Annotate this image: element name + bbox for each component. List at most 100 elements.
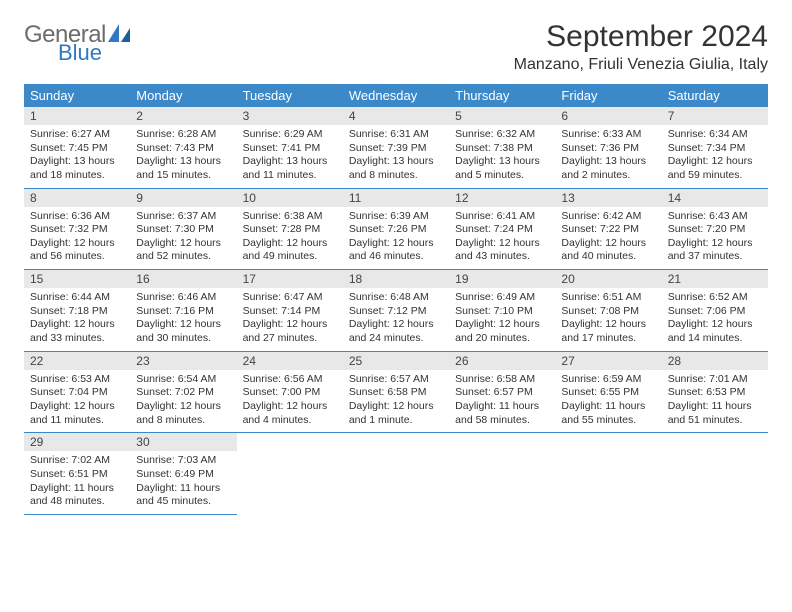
sunrise-line: Sunrise: 6:39 AM — [349, 210, 443, 224]
day-detail: Sunrise: 6:47 AMSunset: 7:14 PMDaylight:… — [237, 288, 343, 351]
sunrise-line: Sunrise: 6:33 AM — [561, 128, 655, 142]
sunset-line: Sunset: 7:36 PM — [561, 142, 655, 156]
daylight-line: Daylight: 12 hours and 37 minutes. — [668, 237, 762, 264]
daylight-line: Daylight: 12 hours and 40 minutes. — [561, 237, 655, 264]
calendar-cell: 1Sunrise: 6:27 AMSunset: 7:45 PMDaylight… — [24, 107, 130, 189]
calendar-cell: 21Sunrise: 6:52 AMSunset: 7:06 PMDayligh… — [662, 270, 768, 352]
day-number: 14 — [662, 189, 768, 207]
day-number: 15 — [24, 270, 130, 288]
day-number: 29 — [24, 433, 130, 451]
day-number: 30 — [130, 433, 236, 451]
day-detail: Sunrise: 6:44 AMSunset: 7:18 PMDaylight:… — [24, 288, 130, 351]
sunset-line: Sunset: 7:16 PM — [136, 305, 230, 319]
daylight-line: Daylight: 13 hours and 5 minutes. — [455, 155, 549, 182]
sunrise-line: Sunrise: 6:38 AM — [243, 210, 337, 224]
day-detail: Sunrise: 6:41 AMSunset: 7:24 PMDaylight:… — [449, 207, 555, 270]
day-detail: Sunrise: 6:56 AMSunset: 7:00 PMDaylight:… — [237, 370, 343, 433]
sunrise-line: Sunrise: 6:34 AM — [668, 128, 762, 142]
daylight-line: Daylight: 11 hours and 45 minutes. — [136, 482, 230, 509]
calendar-cell: 25Sunrise: 6:57 AMSunset: 6:58 PMDayligh… — [343, 352, 449, 434]
daylight-line: Daylight: 11 hours and 55 minutes. — [561, 400, 655, 427]
calendar-page: General Blue September 2024 Manzano, Fri… — [0, 0, 792, 535]
day-detail: Sunrise: 6:46 AMSunset: 7:16 PMDaylight:… — [130, 288, 236, 351]
calendar-cell: 6Sunrise: 6:33 AMSunset: 7:36 PMDaylight… — [555, 107, 661, 189]
day-number: 1 — [24, 107, 130, 125]
daylight-line: Daylight: 12 hours and 33 minutes. — [30, 318, 124, 345]
sunset-line: Sunset: 7:08 PM — [561, 305, 655, 319]
day-number: 5 — [449, 107, 555, 125]
sunset-line: Sunset: 7:34 PM — [668, 142, 762, 156]
sunrise-line: Sunrise: 6:31 AM — [349, 128, 443, 142]
daylight-line: Daylight: 12 hours and 20 minutes. — [455, 318, 549, 345]
calendar-cell: 10Sunrise: 6:38 AMSunset: 7:28 PMDayligh… — [237, 189, 343, 271]
day-detail: Sunrise: 6:38 AMSunset: 7:28 PMDaylight:… — [237, 207, 343, 270]
sunrise-line: Sunrise: 7:03 AM — [136, 454, 230, 468]
day-detail: Sunrise: 6:37 AMSunset: 7:30 PMDaylight:… — [130, 207, 236, 270]
sunset-line: Sunset: 7:24 PM — [455, 223, 549, 237]
day-detail: Sunrise: 6:32 AMSunset: 7:38 PMDaylight:… — [449, 125, 555, 188]
sunset-line: Sunset: 7:41 PM — [243, 142, 337, 156]
sunset-line: Sunset: 7:26 PM — [349, 223, 443, 237]
sunrise-line: Sunrise: 6:43 AM — [668, 210, 762, 224]
calendar-cell-empty — [449, 433, 555, 515]
calendar-cell: 4Sunrise: 6:31 AMSunset: 7:39 PMDaylight… — [343, 107, 449, 189]
day-number: 3 — [237, 107, 343, 125]
day-detail: Sunrise: 6:54 AMSunset: 7:02 PMDaylight:… — [130, 370, 236, 433]
logo-sail-icon — [108, 24, 130, 42]
day-detail: Sunrise: 7:01 AMSunset: 6:53 PMDaylight:… — [662, 370, 768, 433]
day-number: 27 — [555, 352, 661, 370]
sunrise-line: Sunrise: 6:36 AM — [30, 210, 124, 224]
sunset-line: Sunset: 7:43 PM — [136, 142, 230, 156]
day-number: 25 — [343, 352, 449, 370]
sunset-line: Sunset: 7:45 PM — [30, 142, 124, 156]
location-subtitle: Manzano, Friuli Venezia Giulia, Italy — [514, 56, 768, 74]
sunset-line: Sunset: 7:39 PM — [349, 142, 443, 156]
calendar-cell: 30Sunrise: 7:03 AMSunset: 6:49 PMDayligh… — [130, 433, 236, 515]
sunset-line: Sunset: 7:18 PM — [30, 305, 124, 319]
sunrise-line: Sunrise: 6:27 AM — [30, 128, 124, 142]
calendar-cell: 24Sunrise: 6:56 AMSunset: 7:00 PMDayligh… — [237, 352, 343, 434]
sunset-line: Sunset: 7:28 PM — [243, 223, 337, 237]
sunset-line: Sunset: 6:55 PM — [561, 386, 655, 400]
daylight-line: Daylight: 13 hours and 15 minutes. — [136, 155, 230, 182]
calendar-cell: 8Sunrise: 6:36 AMSunset: 7:32 PMDaylight… — [24, 189, 130, 271]
logo-line2: Blue — [58, 43, 130, 64]
sunrise-line: Sunrise: 6:54 AM — [136, 373, 230, 387]
sunrise-line: Sunrise: 6:56 AM — [243, 373, 337, 387]
calendar-cell-empty — [237, 433, 343, 515]
daylight-line: Daylight: 13 hours and 8 minutes. — [349, 155, 443, 182]
sunrise-line: Sunrise: 6:57 AM — [349, 373, 443, 387]
sunset-line: Sunset: 7:10 PM — [455, 305, 549, 319]
day-detail: Sunrise: 6:59 AMSunset: 6:55 PMDaylight:… — [555, 370, 661, 433]
day-number: 21 — [662, 270, 768, 288]
month-title: September 2024 — [514, 20, 768, 54]
sunrise-line: Sunrise: 6:48 AM — [349, 291, 443, 305]
title-block: September 2024 Manzano, Friuli Venezia G… — [514, 20, 768, 74]
daylight-line: Daylight: 12 hours and 52 minutes. — [136, 237, 230, 264]
calendar-cell-empty — [662, 433, 768, 515]
day-number: 9 — [130, 189, 236, 207]
day-number: 2 — [130, 107, 236, 125]
calendar-cell: 3Sunrise: 6:29 AMSunset: 7:41 PMDaylight… — [237, 107, 343, 189]
sunset-line: Sunset: 7:06 PM — [668, 305, 762, 319]
calendar-cell: 9Sunrise: 6:37 AMSunset: 7:30 PMDaylight… — [130, 189, 236, 271]
day-number: 10 — [237, 189, 343, 207]
calendar-cell: 23Sunrise: 6:54 AMSunset: 7:02 PMDayligh… — [130, 352, 236, 434]
calendar-cell-empty — [555, 433, 661, 515]
daylight-line: Daylight: 11 hours and 51 minutes. — [668, 400, 762, 427]
day-number: 11 — [343, 189, 449, 207]
header-row: General Blue September 2024 Manzano, Fri… — [24, 20, 768, 74]
calendar-cell: 15Sunrise: 6:44 AMSunset: 7:18 PMDayligh… — [24, 270, 130, 352]
day-number: 17 — [237, 270, 343, 288]
day-number: 23 — [130, 352, 236, 370]
day-number: 8 — [24, 189, 130, 207]
sunset-line: Sunset: 7:38 PM — [455, 142, 549, 156]
logo-text: General Blue — [24, 24, 130, 64]
day-detail: Sunrise: 6:27 AMSunset: 7:45 PMDaylight:… — [24, 125, 130, 188]
day-detail: Sunrise: 6:49 AMSunset: 7:10 PMDaylight:… — [449, 288, 555, 351]
sunrise-line: Sunrise: 6:37 AM — [136, 210, 230, 224]
weekday-header: Thursday — [449, 84, 555, 107]
calendar-cell: 29Sunrise: 7:02 AMSunset: 6:51 PMDayligh… — [24, 433, 130, 515]
daylight-line: Daylight: 12 hours and 49 minutes. — [243, 237, 337, 264]
sunrise-line: Sunrise: 6:58 AM — [455, 373, 549, 387]
